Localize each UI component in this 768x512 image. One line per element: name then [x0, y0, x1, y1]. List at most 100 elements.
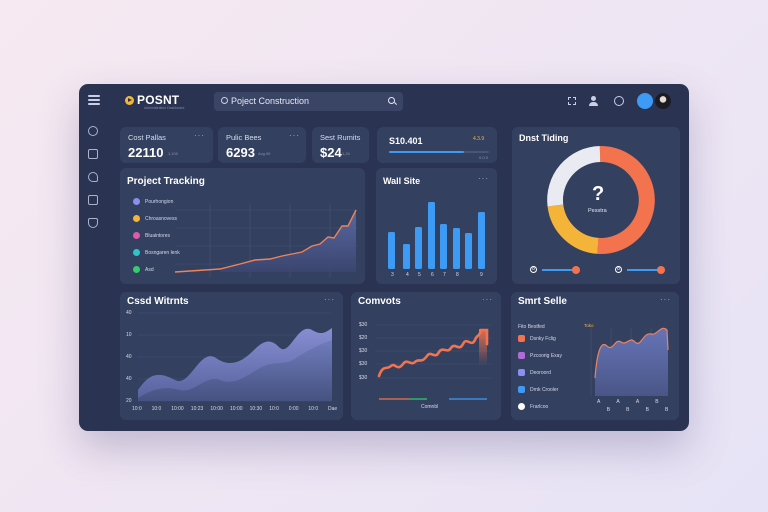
- nav-calendar-icon[interactable]: [88, 149, 98, 159]
- y-tick: 40: [126, 376, 132, 382]
- legend-label: Pourhongion: [145, 199, 174, 205]
- x-tick: 9: [480, 272, 483, 278]
- donut-segment-white: [547, 146, 601, 207]
- top-bar: POSNT Administration Dashboard Poject Co…: [79, 84, 689, 118]
- bar: [415, 227, 422, 269]
- x-tick: A: [635, 399, 640, 405]
- trend-line: [594, 327, 669, 379]
- card-title: Comvots: [358, 296, 401, 307]
- nav-home-icon[interactable]: [88, 126, 98, 136]
- nav-chat-icon[interactable]: [88, 172, 98, 182]
- slider-marker-left: 8: [530, 266, 537, 273]
- nav-docs-icon[interactable]: [88, 195, 98, 205]
- line-series: [377, 328, 489, 378]
- stat-sub: 1,24: [342, 151, 350, 156]
- legend-dot: [133, 266, 140, 273]
- area-chart-card[interactable]: Cssd Witrnts ··· 40 10 40: [120, 292, 343, 420]
- play-logo-icon: [125, 95, 134, 105]
- x-tick: 10:0: [151, 406, 162, 412]
- slider-track-right[interactable]: [627, 269, 661, 271]
- stat-card-rumits[interactable]: Sest Rumits $24 1,24: [312, 127, 369, 163]
- more-icon[interactable]: ···: [478, 174, 489, 183]
- legend-label: Drnk Crooler: [530, 387, 559, 393]
- area-fill: [595, 328, 668, 396]
- avatar[interactable]: [655, 93, 671, 109]
- legend-label: Pzcoorig Exay: [530, 353, 562, 359]
- x-tick: A: [597, 399, 601, 405]
- card-title: Wall Site: [383, 176, 421, 186]
- search-scope-icon: [221, 97, 228, 104]
- sales-area-chart: [590, 327, 669, 396]
- x-tick: 3: [391, 272, 394, 278]
- bar: [388, 232, 395, 269]
- series-tag: Toko: [584, 323, 594, 328]
- legend-dot: [133, 198, 140, 205]
- status-avatar[interactable]: [637, 93, 653, 109]
- bar: [453, 228, 460, 269]
- area-series-2: [138, 340, 332, 401]
- menu-icon[interactable]: [88, 95, 100, 105]
- slider-handle-left[interactable]: [572, 266, 580, 274]
- y-tick: $30: [359, 348, 368, 354]
- donut-center-label: Pesstra: [588, 208, 607, 214]
- x-tick: 10:0: [132, 406, 142, 412]
- line-chart-card[interactable]: Comvots ··· $30 $20 $30 $30 $30: [351, 292, 501, 420]
- stat-value: 22110: [128, 145, 164, 160]
- slider-track-left[interactable]: [542, 269, 576, 271]
- y-tick: $20: [359, 335, 368, 341]
- search-input[interactable]: Poject Construction: [214, 92, 403, 111]
- y-tick: $30: [359, 375, 368, 381]
- clock-icon[interactable]: [614, 96, 624, 106]
- wall-site-card[interactable]: Wall Site ··· 3 4 5 6 7 8 9: [376, 168, 497, 284]
- legend-dot: [133, 232, 140, 239]
- x-tick: 10:0: [308, 406, 319, 412]
- y-tick: 40: [126, 354, 132, 360]
- x-tick: 0:00: [288, 406, 299, 412]
- stat-card-progress[interactable]: S10.401 4.3.9 0.0.3: [377, 127, 497, 163]
- x-tick: B: [606, 407, 611, 413]
- stat-card-cost[interactable]: Cost Pallas ··· 22110 1,100: [120, 127, 213, 163]
- legend-swatch: [518, 335, 525, 342]
- stat-label: Cost Pallas: [128, 133, 166, 142]
- fullscreen-icon[interactable]: [568, 97, 576, 105]
- bar: [403, 244, 410, 269]
- nav-settings-icon[interactable]: [88, 218, 98, 228]
- x-tick: 4: [406, 272, 409, 278]
- more-icon[interactable]: ···: [482, 295, 493, 304]
- area-chart: [138, 312, 332, 402]
- y-tick: $30: [359, 322, 368, 328]
- more-icon[interactable]: ···: [660, 295, 671, 304]
- search-icon[interactable]: [388, 97, 395, 104]
- x-axis-label: Comnbl: [421, 404, 439, 410]
- x-tick: 10:00: [230, 406, 243, 412]
- donut-segment-yellow: [547, 204, 599, 254]
- donut-card[interactable]: Dnst Tiding ? Pesstra 8 8: [512, 127, 680, 284]
- x-tick: 5: [418, 272, 421, 278]
- card-title: Project Tracking: [127, 176, 205, 187]
- y-tick: 40: [126, 310, 132, 316]
- more-icon[interactable]: ···: [194, 131, 205, 140]
- x-tick: B: [626, 407, 630, 413]
- stat-card-bees[interactable]: Pulic Bees ··· 6293 Avg 00: [218, 127, 306, 163]
- user-icon[interactable]: [589, 96, 599, 106]
- legend-dot: [133, 249, 140, 256]
- stat-label: Pulic Bees: [226, 133, 262, 142]
- legend-label: Asd: [145, 267, 154, 273]
- slider-handle-right[interactable]: [657, 266, 665, 274]
- brand[interactable]: POSNT: [125, 93, 179, 107]
- legend-label: Bluaintores: [145, 233, 171, 239]
- trend-line: [174, 209, 357, 273]
- stat-sub: Avg 00: [258, 151, 271, 156]
- stat-value: 6293: [226, 145, 255, 160]
- sales-card[interactable]: Smrt Selle ··· Fito Bestfed Dsnky Fclig …: [511, 292, 679, 420]
- x-tick: 10:30: [249, 406, 263, 412]
- stat-value: $24: [320, 145, 342, 160]
- card-title: Cssd Witrnts: [127, 296, 189, 307]
- more-icon[interactable]: ···: [324, 295, 335, 304]
- more-icon[interactable]: ···: [289, 131, 300, 140]
- stat-label: Sest Rumits: [320, 133, 361, 142]
- legend-swatch: [518, 403, 525, 410]
- project-tracking-card[interactable]: Project Tracking Pourhongion Chroasnoves…: [120, 168, 365, 284]
- x-tick: B: [655, 399, 659, 405]
- x-tick: 10:23: [190, 406, 204, 412]
